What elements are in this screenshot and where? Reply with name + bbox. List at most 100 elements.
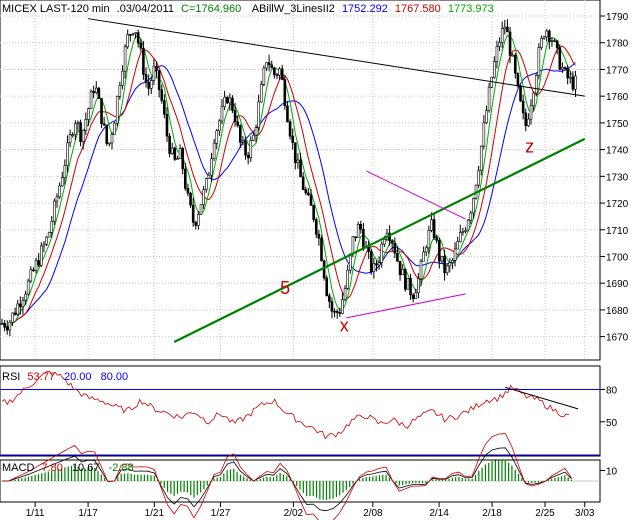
macd-hist-value: -2.88 — [109, 462, 134, 474]
candle-body — [545, 30, 549, 38]
indicator-value-red: 1767.580 — [395, 3, 441, 15]
candle-body — [506, 26, 509, 33]
candle-body — [464, 229, 467, 232]
candle-body — [383, 239, 386, 245]
candle-body — [113, 122, 116, 135]
candle-body — [218, 120, 221, 132]
y-tick-label: 1690 — [606, 279, 629, 290]
ma-blue-line — [1, 62, 576, 328]
candle-body — [503, 26, 507, 30]
candle-body — [445, 265, 449, 274]
candle-body — [516, 72, 520, 87]
candle-body — [553, 40, 556, 42]
wave-annotations: 5 x z — [280, 136, 534, 335]
y-tick-label: 1780 — [606, 39, 629, 50]
candle-body — [396, 252, 399, 262]
candle-body — [403, 269, 407, 290]
candle-body — [37, 260, 40, 266]
candle-body — [170, 147, 174, 154]
candle-body — [144, 74, 148, 83]
candle-body — [191, 204, 195, 223]
y-tick-label: 1680 — [606, 306, 629, 317]
candle-body — [288, 121, 292, 137]
trendline-2 — [366, 170, 466, 220]
candle-body — [42, 243, 46, 247]
candle-body — [244, 140, 247, 156]
indicator-name: ABillW_3LinesII2 — [252, 3, 335, 15]
candle-body — [173, 147, 177, 160]
candle-body — [511, 54, 514, 57]
candle-body — [521, 100, 525, 114]
candle-body — [5, 327, 9, 331]
candle-body — [307, 192, 310, 196]
y-tick-label: 1700 — [606, 252, 629, 263]
candle-body — [13, 312, 17, 315]
indicator-value-green: 1773.973 — [448, 3, 494, 15]
y-tick-label: 1710 — [606, 226, 629, 237]
candle-body — [375, 263, 378, 266]
rsi-panel-frame — [0, 365, 601, 457]
candle-body — [259, 84, 263, 103]
candle-body — [126, 34, 130, 48]
svg-text:MICEX LAST-120 min .03/04/: MICEX LAST-120 min .03/04/2011 C=1764.96… — [2, 3, 494, 15]
candle-body — [252, 134, 255, 141]
candle-body — [249, 140, 253, 159]
candle-body — [561, 67, 564, 70]
trendline-3 — [346, 293, 466, 319]
candle-body — [108, 142, 111, 145]
candle-body — [236, 121, 239, 126]
candle-body — [55, 196, 59, 202]
candle-body — [63, 165, 67, 179]
candle-body — [574, 75, 577, 90]
candle-body — [563, 67, 567, 69]
macd-signal-value: 10.67 — [72, 462, 100, 474]
candle-body — [76, 122, 80, 124]
x-tick-label: 2/02 — [284, 508, 304, 519]
candle-body — [147, 81, 150, 89]
candle-body — [527, 118, 530, 127]
candle-body — [479, 145, 483, 171]
candle-body — [100, 98, 103, 125]
candle-body — [427, 230, 431, 249]
candle-body — [472, 198, 475, 214]
rsi-panel: 50 80 — [0, 371, 618, 456]
candle-body — [29, 269, 33, 282]
candle-body — [225, 96, 229, 104]
candle-body — [121, 70, 124, 86]
candle-body — [493, 61, 496, 78]
candle-body — [456, 241, 459, 250]
candle-body — [369, 251, 373, 273]
candle-body — [231, 97, 234, 111]
candle-body — [223, 96, 226, 107]
candle-body — [435, 237, 439, 241]
candle-body — [246, 154, 250, 159]
x-tick-label: 1/27 — [211, 508, 231, 519]
candle-body — [430, 219, 433, 231]
candle-body — [328, 295, 331, 302]
macd-label: MACD — [2, 462, 34, 474]
candle-body — [11, 312, 14, 323]
candle-body — [443, 255, 446, 274]
candle-body — [571, 76, 575, 90]
candle-body — [105, 124, 109, 144]
candle-body — [178, 148, 182, 159]
candle-body — [273, 67, 276, 76]
annotation-0: 5 — [280, 278, 290, 298]
symbol-label: MICEX LAST-120 min — [2, 3, 110, 15]
candle-body — [414, 292, 418, 299]
candle-body — [194, 221, 198, 226]
x-tick-label: 2/08 — [363, 508, 383, 519]
candle-body — [482, 122, 486, 147]
candle-body — [372, 263, 376, 273]
candle-body — [341, 299, 344, 314]
candle-body — [84, 119, 88, 131]
candle-body — [304, 189, 308, 194]
x-tick-label: 2/18 — [482, 508, 502, 519]
candle-body — [45, 236, 48, 245]
candle-body — [508, 31, 512, 56]
candle-body — [142, 47, 145, 75]
close-value: C=1764.960 — [181, 3, 241, 15]
candle-body — [278, 68, 281, 76]
candle-body — [94, 87, 98, 93]
